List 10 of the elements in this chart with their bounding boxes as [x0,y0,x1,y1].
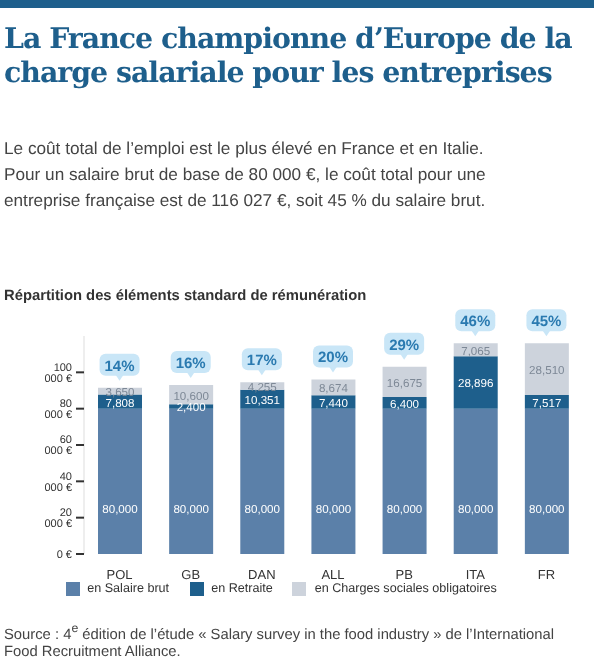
bar [311,408,356,554]
chart-subtitle: Le coût total de l’emploi est le plus élevé en France et en Italie. Pour un salaire brut de base de 80 000 €, le coût total pour une entreprise française est de 116 027 €, soit 45 % du salaire brut. [4,136,488,214]
bar [453,356,498,409]
bar [524,408,569,554]
bar [240,408,285,554]
bar [453,408,498,554]
bar [382,408,427,554]
bar [524,343,569,396]
chart-title: La France championne d’Europe de la charge salariale pour les entreprises [4,24,574,92]
bar [98,408,142,554]
